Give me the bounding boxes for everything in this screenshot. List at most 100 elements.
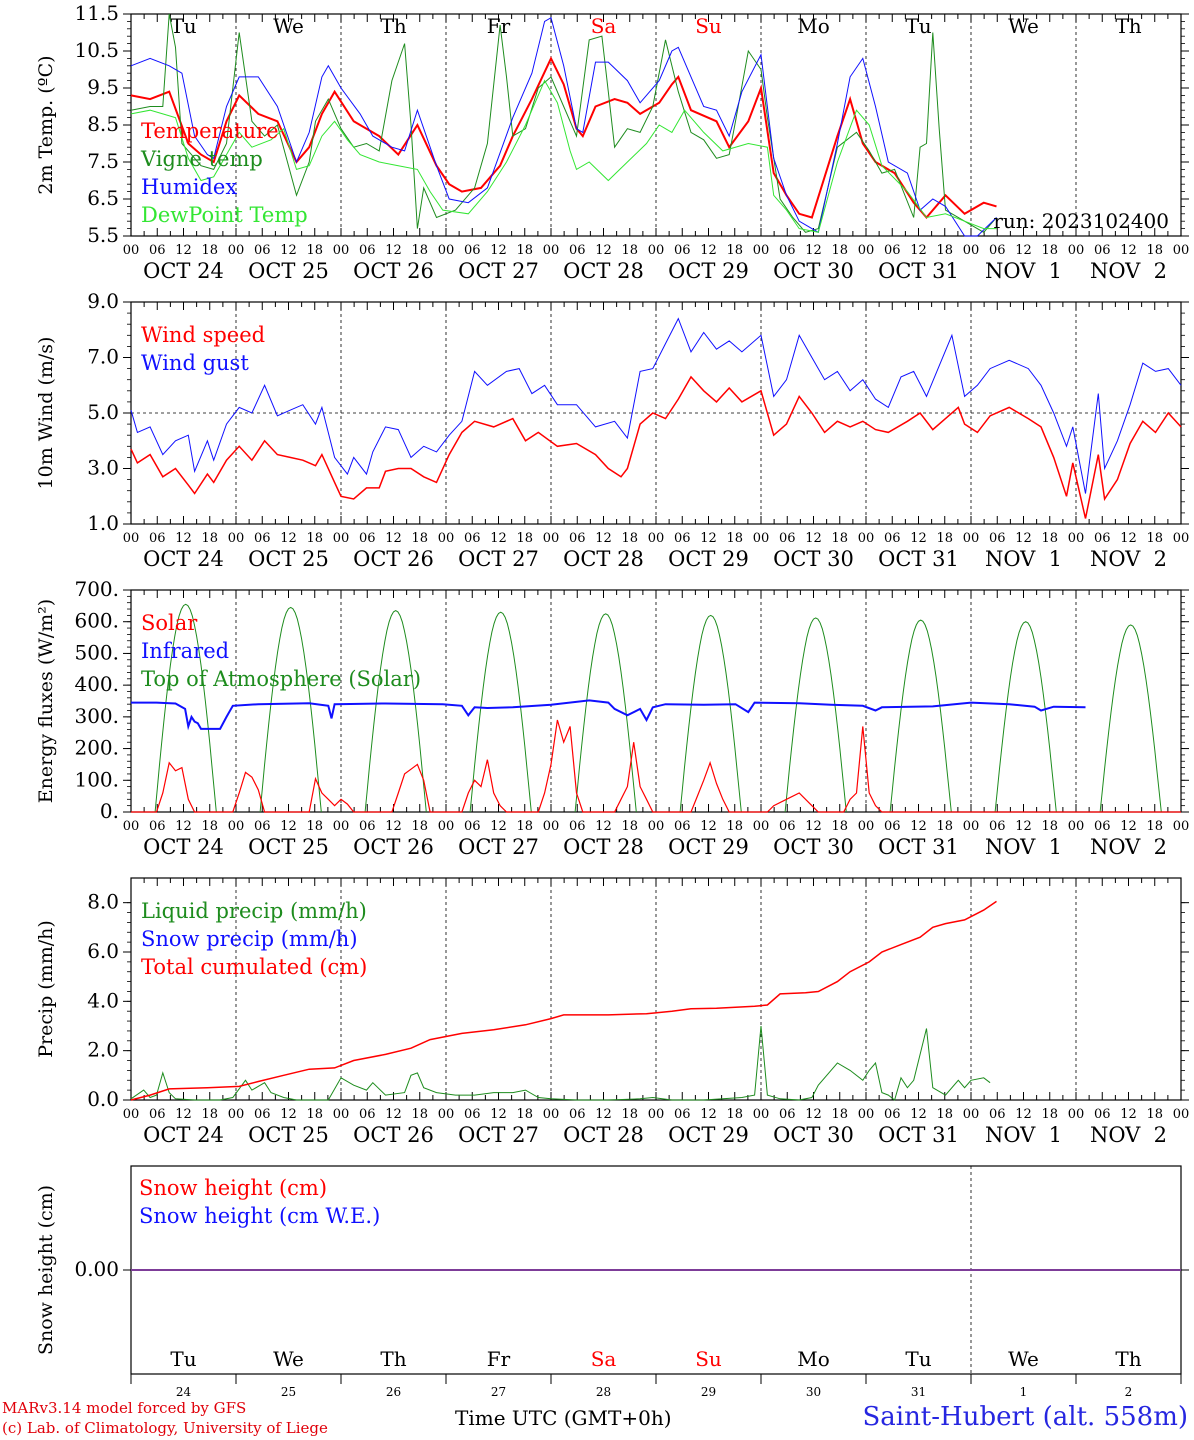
date-label: OCT 28 — [563, 547, 644, 571]
hour-tick-label: 06 — [359, 1107, 376, 1122]
hour-tick-label: 18 — [936, 1107, 953, 1122]
day-of-week-label: Th — [380, 14, 406, 38]
day-of-week-label: Tu — [905, 14, 931, 38]
hour-tick-label: 12 — [1015, 531, 1032, 546]
date-label: OCT 24 — [143, 1123, 224, 1147]
hour-tick-label: 06 — [464, 243, 481, 258]
y-tick-label: 8.0 — [87, 890, 119, 914]
y-axis-label: Energy fluxes (W/m²) — [35, 599, 57, 803]
day-of-week-label: We — [1008, 14, 1039, 38]
hour-tick-label: 12 — [805, 531, 822, 546]
hour-tick-label: 12 — [175, 819, 192, 834]
hour-tick-label: 12 — [910, 531, 927, 546]
day-of-week-label: Mo — [797, 14, 830, 38]
hour-tick-label: 06 — [149, 243, 166, 258]
legend-entry: Snow height (cm W.E.) — [139, 1204, 380, 1228]
legend-entry: Total cumulated (cm) — [141, 955, 367, 979]
legend-entry: Liquid precip (mm/h) — [141, 899, 367, 923]
hour-tick-label: 06 — [359, 243, 376, 258]
hour-tick-label: 18 — [1146, 1107, 1163, 1122]
date-label: NOV 1 — [985, 547, 1062, 571]
date-label: NOV 2 — [1090, 835, 1167, 859]
hour-tick-label: 00 — [228, 531, 245, 546]
hour-tick-label: 18 — [1146, 531, 1163, 546]
hour-tick-label: 00 — [438, 1107, 455, 1122]
hour-tick-label: 12 — [280, 819, 297, 834]
y-tick-label: 700. — [74, 577, 119, 601]
hour-tick-label: 18 — [306, 531, 323, 546]
date-label: OCT 29 — [668, 259, 749, 283]
hour-tick-label: 00 — [123, 243, 140, 258]
hour-tick-label: 00 — [1173, 819, 1190, 834]
y-tick-label: 6.5 — [87, 186, 119, 210]
day-of-week-label: Th — [1115, 14, 1141, 38]
hour-tick-label: 00 — [543, 1107, 560, 1122]
y-tick-label: 5.5 — [87, 223, 119, 247]
day-of-week-label: Su — [695, 14, 722, 38]
y-tick-label: 6.0 — [87, 939, 119, 963]
y-tick-label: 11.5 — [74, 1, 119, 25]
hour-tick-label: 00 — [228, 819, 245, 834]
hour-tick-label: 06 — [569, 243, 586, 258]
hour-tick-label: 18 — [831, 243, 848, 258]
hour-tick-label: 12 — [175, 1107, 192, 1122]
hour-tick-label: 00 — [1068, 819, 1085, 834]
date-label: 31 — [911, 1385, 926, 1399]
legend-entry: Wind gust — [141, 351, 249, 375]
hour-tick-label: 18 — [516, 819, 533, 834]
hour-tick-label: 18 — [936, 819, 953, 834]
toa-solar-curve — [679, 614, 742, 813]
hour-tick-label: 18 — [411, 1107, 428, 1122]
hour-tick-label: 00 — [858, 1107, 875, 1122]
hour-tick-label: 18 — [726, 243, 743, 258]
hour-tick-label: 18 — [516, 1107, 533, 1122]
day-of-week-label: Th — [380, 1347, 406, 1371]
hour-tick-label: 06 — [884, 243, 901, 258]
hour-tick-label: 00 — [1173, 243, 1190, 258]
hour-tick-label: 00 — [858, 819, 875, 834]
hour-tick-label: 18 — [831, 1107, 848, 1122]
hour-tick-label: 18 — [306, 243, 323, 258]
hour-tick-label: 18 — [621, 243, 638, 258]
hour-tick-label: 12 — [1015, 1107, 1032, 1122]
legend-entry: Infrared — [141, 639, 229, 663]
hour-tick-label: 12 — [910, 1107, 927, 1122]
hour-tick-label: 06 — [779, 819, 796, 834]
hour-tick-label: 18 — [726, 531, 743, 546]
date-label: OCT 31 — [878, 547, 959, 571]
series-line-wind-speed — [130, 375, 1182, 519]
y-tick-label: 0.00 — [74, 1257, 119, 1281]
date-label: OCT 25 — [248, 835, 329, 859]
date-label: OCT 29 — [668, 547, 749, 571]
model-line-1: MARv3.14 model forced by GFS — [2, 1399, 247, 1417]
date-label: OCT 29 — [668, 1123, 749, 1147]
date-label: OCT 26 — [353, 835, 434, 859]
hour-tick-label: 12 — [595, 531, 612, 546]
date-label: OCT 25 — [248, 259, 329, 283]
series-line-liquid-precip-mm-h- — [130, 1025, 991, 1101]
day-of-week-label: We — [273, 14, 304, 38]
y-tick-label: 100. — [74, 767, 119, 791]
y-tick-label: 600. — [74, 609, 119, 633]
hour-tick-label: 12 — [1015, 243, 1032, 258]
hour-tick-label: 12 — [490, 531, 507, 546]
date-label: OCT 28 — [563, 835, 644, 859]
hour-tick-label: 12 — [280, 531, 297, 546]
day-of-week-label: Su — [695, 1347, 722, 1371]
date-label: NOV 2 — [1090, 1123, 1167, 1147]
legend-entry: Vigne temp — [140, 147, 263, 171]
toa-solar-curve — [259, 606, 322, 813]
hour-tick-label: 00 — [543, 819, 560, 834]
date-label: OCT 24 — [143, 835, 224, 859]
hour-tick-label: 18 — [621, 819, 638, 834]
series-line-humidex — [130, 16, 997, 237]
hour-tick-label: 12 — [700, 531, 717, 546]
date-label: OCT 27 — [458, 547, 539, 571]
hour-tick-label: 12 — [700, 1107, 717, 1122]
legend-entry: Humidex — [141, 175, 237, 199]
hour-tick-label: 06 — [569, 819, 586, 834]
date-label: OCT 24 — [143, 259, 224, 283]
toa-solar-curve — [154, 603, 217, 813]
hour-tick-label: 06 — [1094, 819, 1111, 834]
date-label: NOV 2 — [1090, 547, 1167, 571]
